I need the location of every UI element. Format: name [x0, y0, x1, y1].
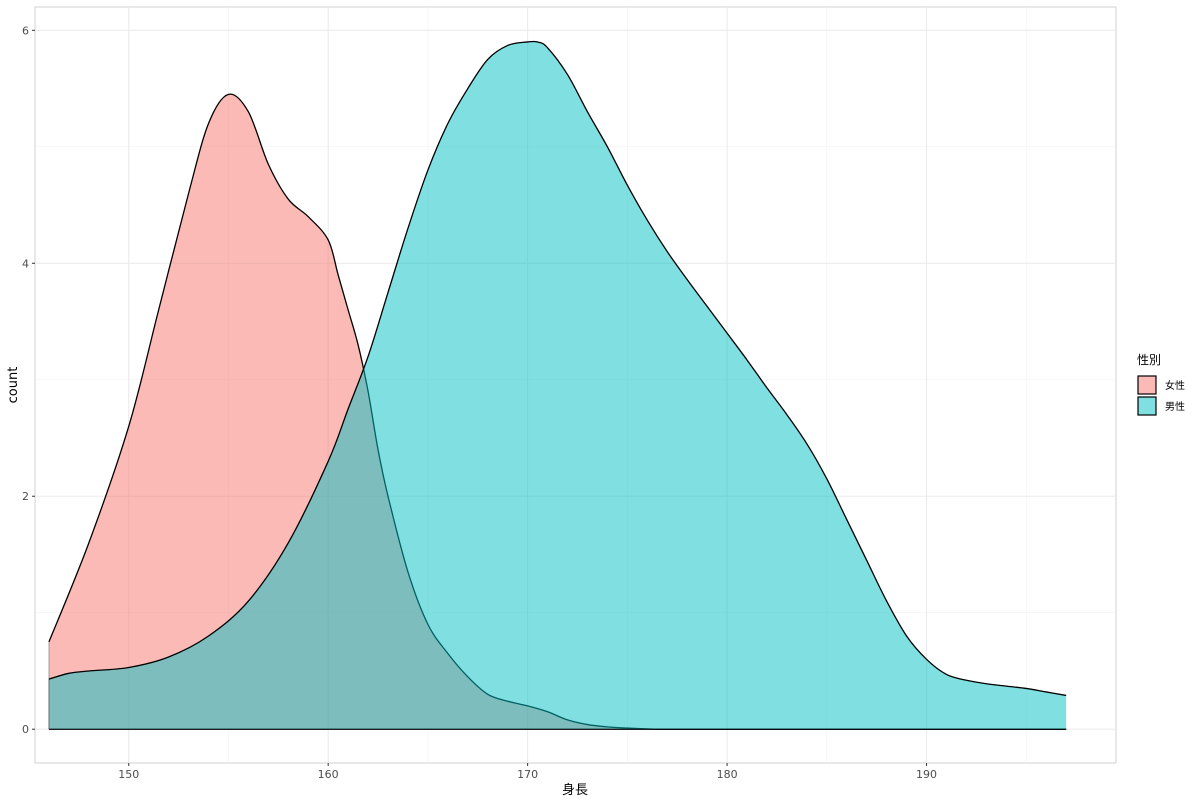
panel-border	[34, 6, 1117, 764]
legend-swatch	[1137, 375, 1157, 395]
y-tick-label: 4	[22, 257, 29, 270]
legend-label: 男性	[1165, 400, 1185, 413]
density-outline-series-1	[48, 40, 1067, 697]
x-tick-label: 160	[318, 768, 339, 781]
x-tick-label: 150	[118, 768, 139, 781]
y-axis-ticks: 0 2 4 6	[22, 24, 35, 736]
density-area-series-1	[48, 41, 1067, 730]
y-tick-label: 6	[22, 24, 29, 37]
x-axis-ticks: 150 160 170 180 190	[118, 763, 937, 781]
y-axis-title: count	[6, 367, 21, 404]
legend-label: 女性	[1165, 379, 1185, 392]
x-tick-label: 170	[517, 768, 538, 781]
legend-swatch	[1137, 396, 1157, 416]
x-axis-title: 身長	[562, 782, 588, 798]
y-tick-label: 0	[22, 723, 29, 736]
density-areas	[48, 40, 1067, 730]
y-tick-label: 2	[22, 490, 29, 503]
x-tick-label: 190	[916, 768, 937, 781]
x-tick-label: 180	[717, 768, 738, 781]
legend-title: 性別	[1137, 353, 1161, 367]
